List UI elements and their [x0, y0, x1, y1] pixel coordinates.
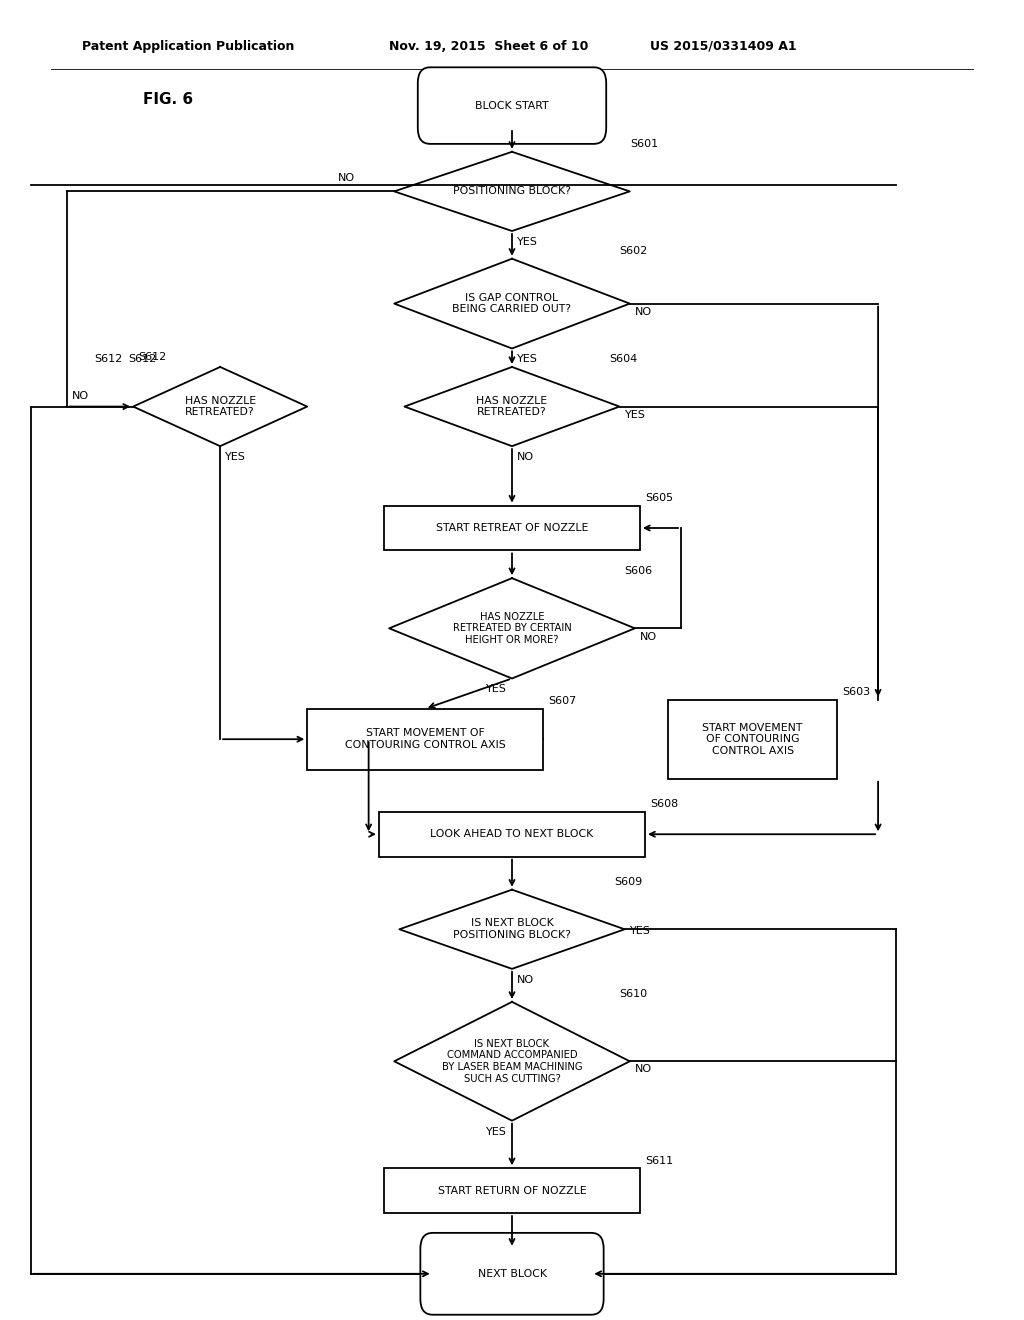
Text: US 2015/0331409 A1: US 2015/0331409 A1	[650, 40, 797, 53]
Text: S601: S601	[630, 139, 657, 149]
Bar	[668, 700, 838, 779]
Text: NO: NO	[640, 631, 657, 642]
Text: NO: NO	[517, 974, 535, 985]
Text: YES: YES	[517, 354, 538, 364]
Text: S604: S604	[609, 354, 638, 364]
FancyBboxPatch shape	[420, 1233, 603, 1315]
Text: POSITIONING BLOCK?: POSITIONING BLOCK?	[453, 186, 571, 197]
Text: LOOK AHEAD TO NEXT BLOCK: LOOK AHEAD TO NEXT BLOCK	[430, 829, 594, 840]
Text: S610: S610	[620, 989, 647, 999]
Text: FIG. 6: FIG. 6	[143, 92, 194, 107]
Text: S612: S612	[138, 351, 167, 362]
Bar	[384, 1168, 640, 1213]
Text: S612: S612	[94, 354, 123, 364]
Text: NO: NO	[517, 451, 535, 462]
Text: START MOVEMENT
OF CONTOURING
CONTROL AXIS: START MOVEMENT OF CONTOURING CONTROL AXI…	[702, 722, 803, 756]
Text: START RETURN OF NOZZLE: START RETURN OF NOZZLE	[437, 1185, 587, 1196]
Text: START RETREAT OF NOZZLE: START RETREAT OF NOZZLE	[436, 523, 588, 533]
Text: BLOCK START: BLOCK START	[475, 100, 549, 111]
Bar	[307, 709, 543, 770]
Text: S609: S609	[614, 876, 643, 887]
Text: IS NEXT BLOCK
POSITIONING BLOCK?: IS NEXT BLOCK POSITIONING BLOCK?	[453, 919, 571, 940]
Text: HAS NOZZLE
RETREATED BY CERTAIN
HEIGHT OR MORE?: HAS NOZZLE RETREATED BY CERTAIN HEIGHT O…	[453, 611, 571, 645]
Text: YES: YES	[625, 409, 645, 420]
Text: HAS NOZZLE
RETREATED?: HAS NOZZLE RETREATED?	[184, 396, 256, 417]
Text: S603: S603	[842, 686, 870, 697]
Text: YES: YES	[486, 684, 507, 694]
Text: S608: S608	[650, 799, 679, 809]
Polygon shape	[133, 367, 307, 446]
Text: NO: NO	[72, 391, 89, 401]
Text: S611: S611	[645, 1155, 673, 1166]
Bar	[379, 812, 645, 857]
Text: YES: YES	[225, 451, 246, 462]
Text: YES: YES	[630, 925, 650, 936]
Text: START MOVEMENT OF
CONTOURING CONTROL AXIS: START MOVEMENT OF CONTOURING CONTROL AXI…	[345, 729, 505, 750]
Polygon shape	[394, 1002, 630, 1121]
Polygon shape	[389, 578, 635, 678]
Text: YES: YES	[486, 1126, 507, 1137]
Text: IS NEXT BLOCK
COMMAND ACCOMPANIED
BY LASER BEAM MACHINING
SUCH AS CUTTING?: IS NEXT BLOCK COMMAND ACCOMPANIED BY LAS…	[441, 1039, 583, 1084]
Text: S607: S607	[548, 696, 577, 706]
Polygon shape	[399, 890, 625, 969]
Text: NO: NO	[635, 306, 652, 317]
Text: S612: S612	[128, 354, 157, 364]
Text: Patent Application Publication: Patent Application Publication	[82, 40, 294, 53]
Text: S605: S605	[645, 492, 673, 503]
Text: HAS NOZZLE
RETREATED?: HAS NOZZLE RETREATED?	[476, 396, 548, 417]
Text: NO: NO	[338, 173, 355, 183]
Text: NO: NO	[635, 1064, 652, 1074]
Text: S602: S602	[620, 246, 648, 256]
Text: Nov. 19, 2015  Sheet 6 of 10: Nov. 19, 2015 Sheet 6 of 10	[389, 40, 589, 53]
Polygon shape	[394, 259, 630, 348]
Text: IS GAP CONTROL
BEING CARRIED OUT?: IS GAP CONTROL BEING CARRIED OUT?	[453, 293, 571, 314]
Bar	[384, 506, 640, 550]
Polygon shape	[404, 367, 620, 446]
Text: S606: S606	[625, 565, 652, 576]
Polygon shape	[394, 152, 630, 231]
Text: NEXT BLOCK: NEXT BLOCK	[477, 1269, 547, 1279]
FancyBboxPatch shape	[418, 67, 606, 144]
Text: YES: YES	[517, 236, 538, 247]
